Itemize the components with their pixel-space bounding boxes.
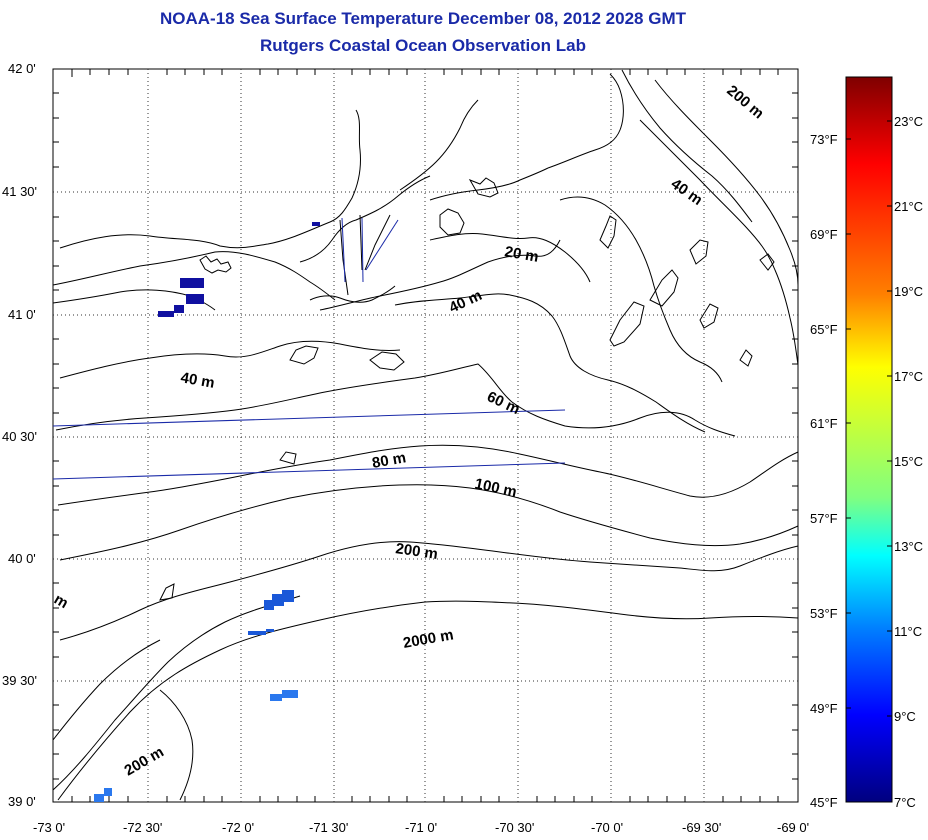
fahrenheit-label: 45°F [810,795,838,810]
celsius-label: 17°C [894,369,923,384]
fahrenheit-label: 49°F [810,701,838,716]
contour-label: 40 m [179,369,216,392]
lon-label: -69 30' [682,820,721,835]
lat-label: 39 30' [2,673,37,688]
cape-cod [547,73,624,169]
colorbar-ticks [846,120,892,803]
buzzards-bay [429,167,549,201]
celsius-label: 9°C [894,709,916,724]
lon-label: -72 30' [123,820,162,835]
contour-100m [59,484,799,561]
nantucket-shoals [559,196,723,383]
lat-label: 40 0' [8,551,36,566]
contour-east-2 [654,79,799,286]
fahrenheit-label: 73°F [810,132,838,147]
fahrenheit-label: 53°F [810,606,838,621]
satellite-tracks [52,217,566,480]
lat-label: 41 30' [2,184,37,199]
fahrenheit-label: 61°F [810,416,838,431]
ct-coast-2 [299,175,431,263]
contour-200m [59,541,799,641]
sst-pixels [94,222,320,802]
map-subtitle: Rutgers Coastal Ocean Observation Lab [260,36,586,55]
contour-deep-south [52,639,161,741]
map-title: NOAA-18 Sea Surface Temperature December… [160,9,686,28]
lat-label: 42 0' [8,61,36,76]
colorbar-celsius-labels: 23°C 21°C 19°C 17°C 15°C 13°C 11°C 9°C 7… [894,114,923,810]
contour-200m-south [52,595,301,791]
fahrenheit-label: 57°F [810,511,838,526]
lon-label: -70 30' [495,820,534,835]
celsius-label: 15°C [894,454,923,469]
lon-label: -71 30' [309,820,348,835]
lat-label: 39 0' [8,794,36,809]
islands-south [429,233,591,283]
lon-label: -71 0' [405,820,437,835]
contour-outer-1 [159,689,194,801]
celsius-label: 7°C [894,795,916,810]
coastline-and-contours [52,69,799,801]
lon-label: -69 0' [777,820,809,835]
celsius-label: 19°C [894,284,923,299]
contour-40m-west [59,340,401,379]
longitude-labels: -73 0' -72 30' -72 0' -71 30' -71 0' -70… [33,820,809,835]
fahrenheit-label: 65°F [810,322,838,337]
contour-2000m [57,600,799,801]
celsius-label: 13°C [894,539,923,554]
contour-80m [57,444,799,506]
celsius-label: 21°C [894,199,923,214]
colorbar [845,76,893,803]
coastal-detail [159,177,775,601]
map-frame [52,68,799,803]
contour-label: 20 m [503,243,540,266]
celsius-label: 11°C [894,624,922,639]
contour-east-3 [621,69,753,223]
contour-label: 80 m [371,449,408,472]
frame-ticks [53,69,798,802]
contour-60m [55,363,736,437]
lat-label: 41 0' [8,307,36,322]
lon-label: -73 0' [33,820,65,835]
contour-20m [319,239,561,311]
ri-shore [399,99,479,191]
long-island-coast [52,251,336,301]
ct-coast [59,109,361,249]
lon-label: -72 0' [222,820,254,835]
fahrenheit-label: 69°F [810,227,838,242]
graticule [53,69,798,802]
contour-40m-east [639,119,799,366]
lat-label: 40 30' [2,429,37,444]
contour-label: 200 m [394,540,438,563]
lon-label: -70 0' [591,820,623,835]
latitude-labels: 42 0' 41 30' 41 0' 40 30' 40 0' 39 30' 3… [2,61,37,809]
contour-40m-north [394,293,706,433]
celsius-label: 23°C [894,114,923,129]
colorbar-fahrenheit-labels: 73°F 69°F 65°F 61°F 57°F 53°F 49°F 45°F [810,132,838,810]
